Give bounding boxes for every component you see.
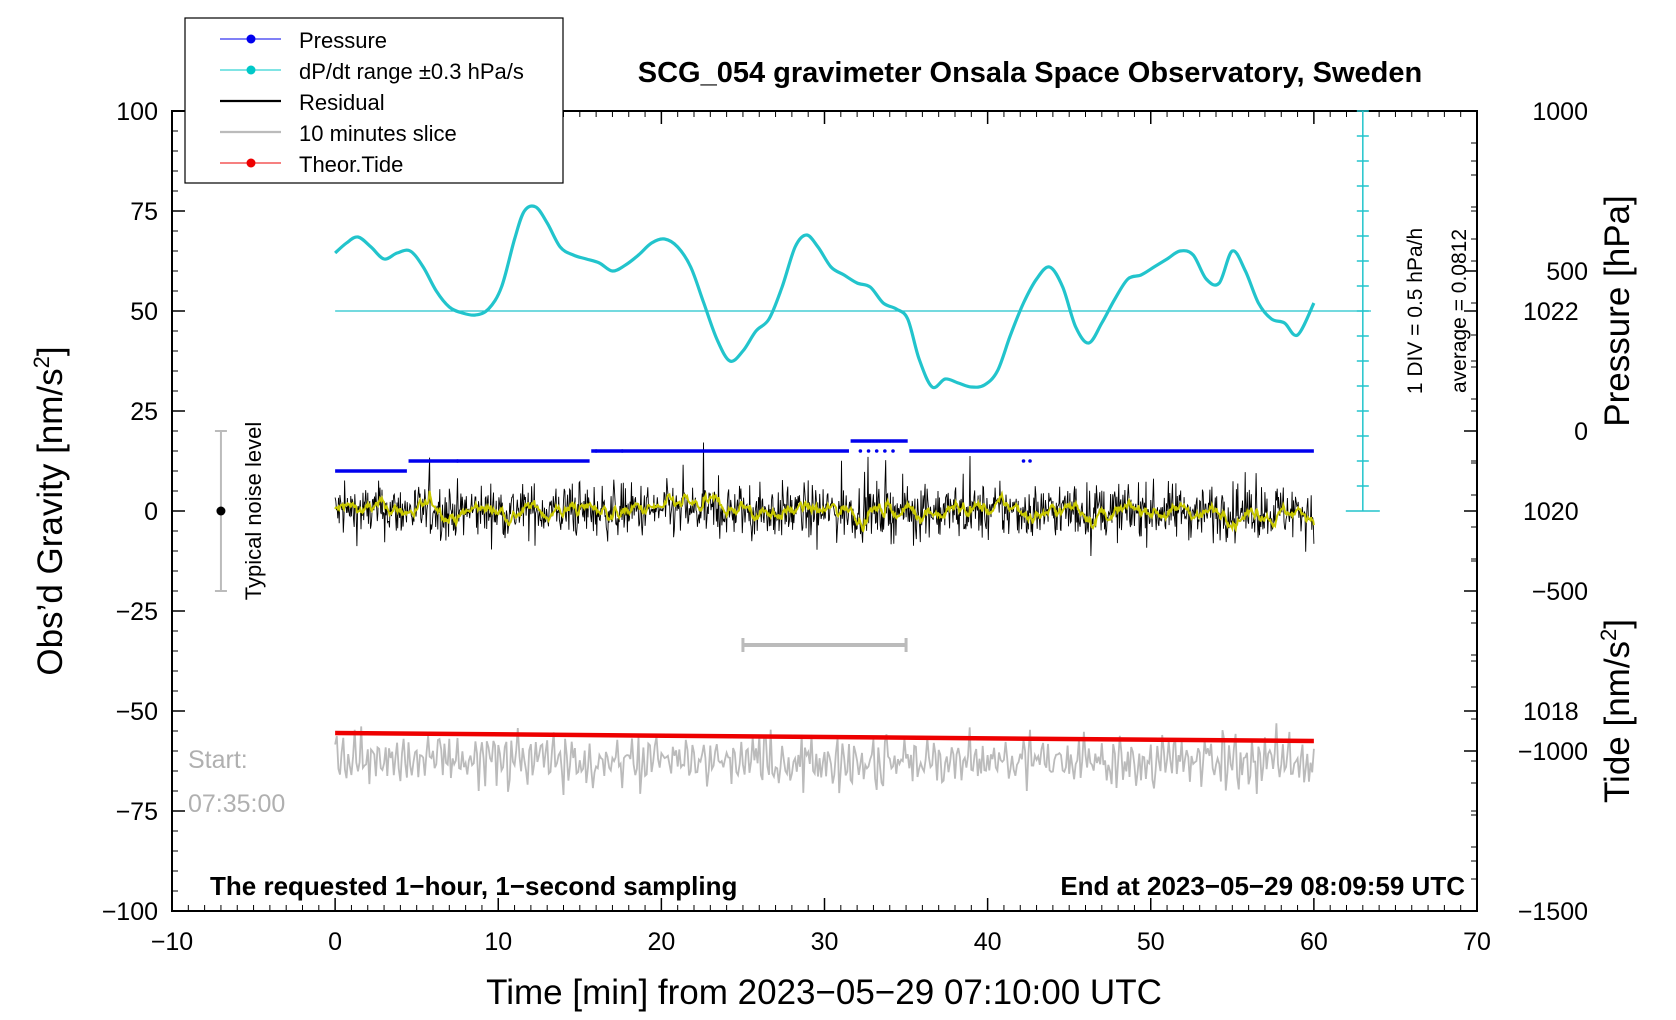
y-tick-label: −25 [116,598,158,626]
pressure-point [883,449,887,453]
pressure-axis-title: Pressure [hPa] [1598,195,1637,427]
tide-axis-title: Tide [nm/s2] [1596,619,1637,803]
pressure-point [858,449,863,453]
tide-line [335,730,1314,744]
y-tick-label: −100 [102,898,158,926]
y-axis-title-close: ] [31,346,70,356]
pressure-point [594,449,598,453]
legend-marker-1 [246,65,256,75]
tide-tick-label: −500 [1532,578,1588,606]
pressure-scale-average-label: average = 0.0812 [1448,229,1471,393]
y-tick-label: −75 [116,798,158,826]
sampling-note: The requested 1−hour, 1−second sampling [210,871,737,901]
slice-line [334,723,1315,796]
pressure-tick-label: 1020 [1523,498,1579,526]
y-tick-label: 100 [116,98,158,126]
y-tick-label: 75 [130,198,158,226]
residual-smoothed-line [334,490,1315,533]
axis-ticks: −10 0 10 20 30 40 50 60 701007550250−25−50−75−10… [102,98,1588,956]
y-tick-label: −50 [116,698,158,726]
tide-tick-label: 1000 [1532,98,1588,126]
legend-marker-0 [246,34,256,44]
legend-entries [220,34,281,168]
noise-level-label: Typical noise level [241,422,266,601]
x-tick-label: 10 [484,928,512,956]
y-tick-label: 50 [130,298,158,326]
legend-label-residual: Residual [299,90,385,115]
y-axis-title-sup: 2 [29,356,54,368]
y-axis-title: Obs’d Gravity [nm/s2] [29,346,70,675]
pressure-point [1021,459,1026,463]
pressure-point [455,459,460,463]
end-time-note: End at 2023−05−29 08:09:59 UTC [1060,871,1465,901]
noise-center-point [216,506,226,516]
tide-tick-label: 500 [1546,258,1588,286]
tide-axis-title-sup: 2 [1596,629,1621,641]
x-tick-label: 60 [1300,928,1328,956]
y-axis-title-main: Obs’d Gravity [nm/s [31,368,70,675]
pressure-tick-label: 1018 [1523,698,1579,726]
x-tick-label: −10 [151,928,193,956]
pressure-point [874,449,879,453]
pressure-scale-div-label: 1 DIV = 0.5 hPa/h [1404,228,1427,394]
legend-label-dpdt: dP/dt range ±0.3 hPa/s [299,59,524,84]
pressure-point [866,449,871,453]
legend-label-slice: 10 minutes slice [299,121,457,146]
y-tick-label: 0 [144,498,158,526]
pressure-point [620,449,625,453]
pressure-point [1028,459,1032,463]
data-layer [214,110,1380,796]
start-time: 07:35:00 [188,790,285,818]
x-tick-label: 20 [647,928,675,956]
legend-marker-4 [246,158,256,168]
tide-tick-label: 0 [1574,418,1588,446]
x-tick-label: 30 [811,928,839,956]
dpdt-line [334,204,1316,390]
tide-tick-label: −1500 [1518,898,1588,926]
x-tick-label: 0 [328,928,342,956]
start-label: Start: [188,746,248,774]
legend: Pressure dP/dt range ±0.3 hPa/s Residual… [184,17,564,184]
y-tick-label: 25 [130,398,158,426]
x-tick-label: 70 [1463,928,1491,956]
tide-tick-label: −1000 [1518,738,1588,766]
x-axis-title: Time [min] from 2023−05−29 07:10:00 UTC [486,973,1162,1012]
pressure-point [891,449,895,453]
pressure-tick-label: 1022 [1523,298,1579,326]
x-tick-label: 50 [1137,928,1165,956]
tide-axis-title-main: Tide [nm/s [1598,641,1637,803]
legend-label-pressure: Pressure [299,28,387,53]
chart-title: SCG_054 gravimeter Onsala Space Observat… [638,57,1422,89]
x-tick-label: 40 [974,928,1002,956]
legend-label-tide: Theor.Tide [299,152,403,177]
tide-axis-title-close: ] [1598,619,1637,629]
